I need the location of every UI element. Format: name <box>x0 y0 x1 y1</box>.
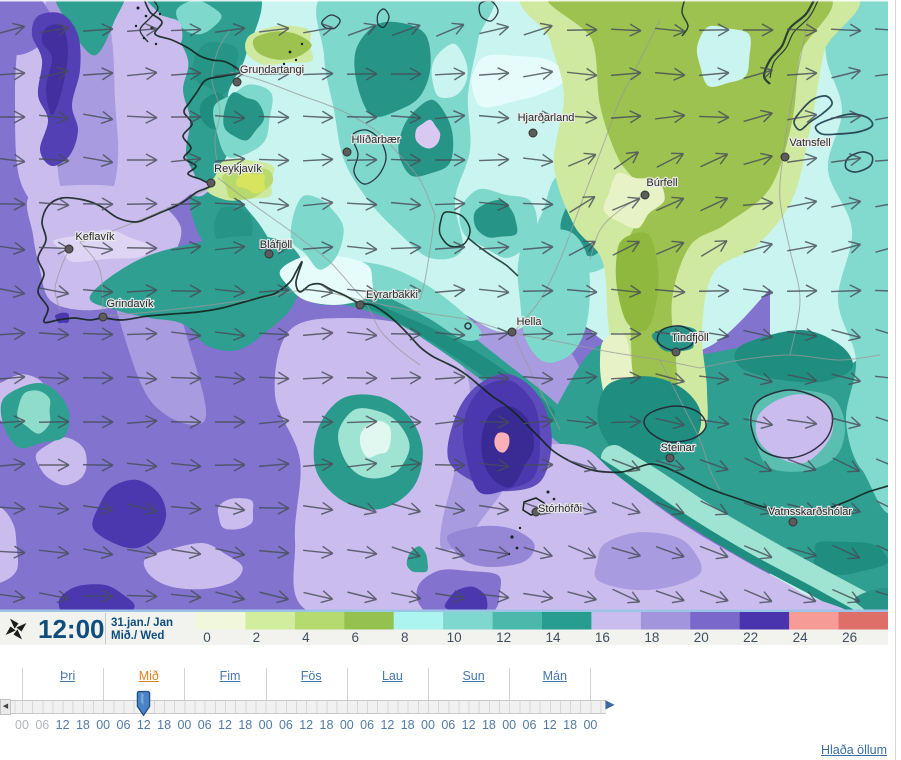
svg-text:16: 16 <box>595 630 610 645</box>
svg-text:0: 0 <box>203 630 211 645</box>
svg-text:20: 20 <box>694 630 709 645</box>
svg-text:Reykjavík: Reykjavík <box>214 163 262 175</box>
svg-text:Keflavík: Keflavík <box>75 231 115 243</box>
svg-text:26: 26 <box>842 630 857 645</box>
svg-text:31.jan./ Jan: 31.jan./ Jan <box>111 617 173 629</box>
svg-text:Steinar: Steinar <box>661 442 696 454</box>
svg-text:Búrfell: Búrfell <box>646 177 677 189</box>
svg-text:Tindfjöll: Tindfjöll <box>671 332 709 344</box>
svg-text:18: 18 <box>644 630 659 645</box>
svg-text:Vatnsfell: Vatnsfell <box>789 137 830 149</box>
svg-text:Hjarðarland: Hjarðarland <box>518 112 575 124</box>
svg-text:Grundartangi: Grundartangi <box>240 64 304 76</box>
svg-text:10: 10 <box>447 630 462 645</box>
svg-text:22: 22 <box>743 630 758 645</box>
svg-text:Hella: Hella <box>516 316 542 328</box>
svg-text:Mið./ Wed: Mið./ Wed <box>111 630 164 642</box>
svg-text:Eyrarbakki: Eyrarbakki <box>366 289 418 301</box>
svg-text:8: 8 <box>401 630 409 645</box>
svg-text:2: 2 <box>253 630 261 645</box>
svg-text:6: 6 <box>352 630 360 645</box>
svg-text:14: 14 <box>545 630 561 645</box>
svg-text:12:00: 12:00 <box>38 614 105 644</box>
svg-text:Bláfjöll: Bláfjöll <box>260 239 292 251</box>
svg-text:24: 24 <box>793 630 809 645</box>
svg-text:4: 4 <box>302 630 310 645</box>
svg-text:Grindavík: Grindavík <box>106 298 154 310</box>
svg-text:Vatnsskarðshólar: Vatnsskarðshólar <box>768 506 853 518</box>
svg-text:Hlíðarbær: Hlíðarbær <box>352 134 401 146</box>
svg-text:Stórhöfði: Stórhöfði <box>538 503 582 515</box>
svg-text:12: 12 <box>496 630 511 645</box>
